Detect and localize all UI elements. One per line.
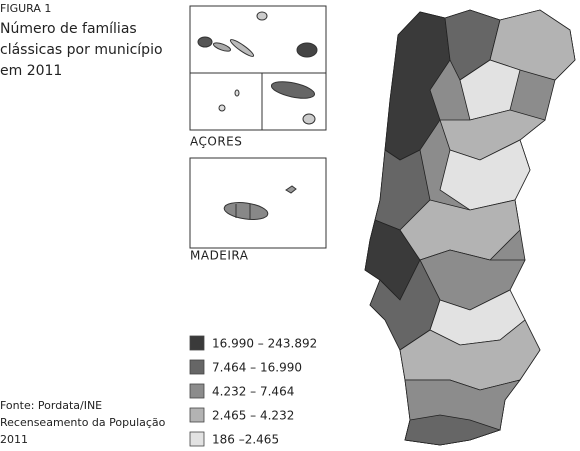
source-line: 2011: [0, 433, 28, 446]
inset-label: MADEIRA: [190, 249, 249, 263]
azores-inset: [189, 5, 327, 131]
legend-swatch: [189, 359, 205, 375]
legend-label: 7.464 – 16.990: [212, 361, 302, 375]
legend-label: 4.232 – 7.464: [212, 385, 294, 399]
title-line: Número de famílias: [0, 21, 137, 37]
madeira-inset: [189, 157, 327, 249]
title-line: em 2011: [0, 63, 62, 79]
mainland-map: [364, 9, 576, 446]
legend-swatch: [189, 407, 205, 423]
legend-label: 186 –2.465: [212, 433, 279, 447]
legend-swatch: [189, 431, 205, 447]
source-line: Recenseamento da População: [0, 416, 166, 429]
inset-label: AÇORES: [190, 135, 242, 149]
legend-swatch: [189, 335, 205, 351]
legend: 16.990 – 243.892 7.464 – 16.990 4.232 – 7.…: [189, 335, 317, 447]
figure-label: FIGURA 1: [0, 2, 51, 15]
legend-label: 16.990 – 243.892: [212, 337, 317, 351]
title-line: clássicas por município: [0, 42, 163, 58]
legend-swatch: [189, 383, 205, 399]
legend-label: 2.465 – 4.232: [212, 409, 294, 423]
source-line: Fonte: Pordata/INE: [0, 399, 102, 412]
